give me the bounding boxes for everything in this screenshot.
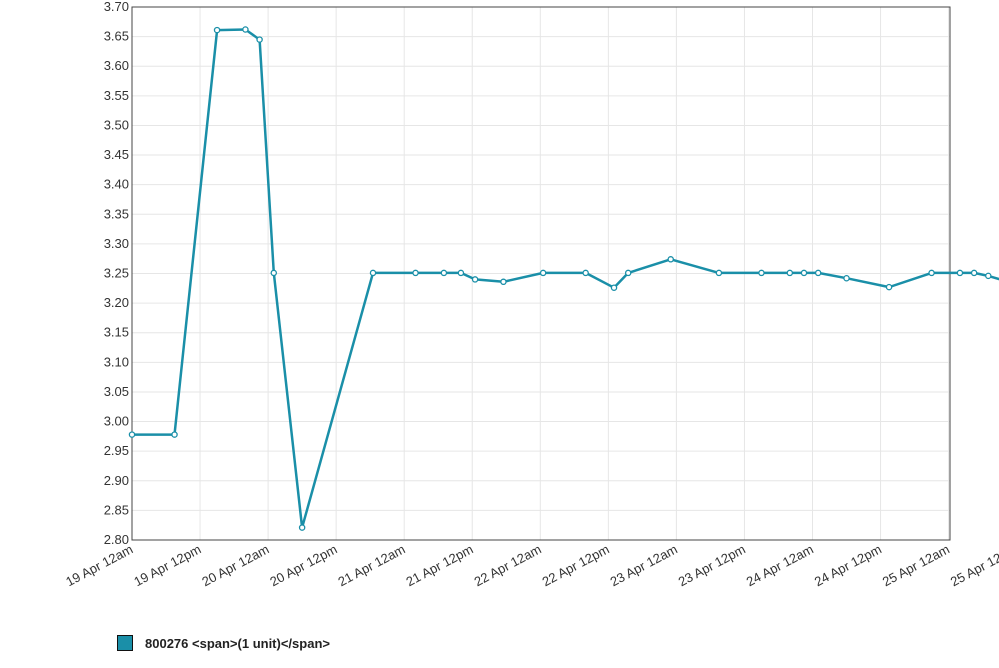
data-point [298, 524, 306, 531]
y-tick-label: 3.60 [104, 58, 129, 73]
data-point [800, 269, 808, 277]
x-tick-label: 19 Apr 12am [63, 541, 135, 589]
x-tick-label: 22 Apr 12am [472, 541, 544, 589]
data-point [970, 269, 978, 277]
grid [131, 6, 950, 541]
y-tick-label: 3.65 [104, 29, 129, 44]
data-point [985, 272, 992, 280]
data-point [715, 269, 723, 277]
x-tick-label: 21 Apr 12am [335, 541, 407, 589]
legend: 800276 <span>(1 unit)</span> [117, 635, 330, 651]
data-point [242, 26, 249, 33]
data-point [256, 36, 263, 43]
x-tick-label: 25 Apr 12am [880, 541, 952, 589]
data-point [956, 269, 964, 277]
data-point [786, 269, 794, 277]
y-tick-label: 2.85 [104, 502, 129, 517]
y-tick-label: 2.90 [104, 473, 129, 488]
y-tick-label: 3.10 [104, 354, 129, 369]
data-point [624, 269, 632, 277]
data-point [457, 269, 465, 277]
x-tick-label: 20 Apr 12pm [267, 541, 339, 589]
y-tick-label: 3.70 [104, 0, 129, 14]
series [128, 26, 999, 531]
x-tick-label: 25 Apr 12pm [948, 541, 999, 589]
axes: 2.80 2.85 2.90 2.95 3.00 3.05 3.10 3.15 3.20 3.25… [63, 0, 999, 589]
data-point [369, 269, 377, 277]
data-point [500, 278, 507, 286]
x-tick-label: 21 Apr 12pm [404, 541, 476, 589]
data-point [412, 269, 419, 277]
x-tick-label: 20 Apr 12am [199, 541, 271, 589]
x-tick-label: 24 Apr 12am [744, 541, 816, 589]
y-tick-label: 3.45 [104, 147, 129, 162]
legend-label: 800276 <span>(1 unit)</span> [145, 635, 330, 651]
x-tick-label: 23 Apr 12pm [676, 541, 748, 589]
y-tick-label: 3.55 [104, 88, 129, 103]
x-tick-label: 22 Apr 12pm [540, 541, 612, 589]
data-point [471, 276, 479, 283]
data-point [539, 269, 547, 277]
data-point [667, 256, 674, 263]
y-tick-label: 2.95 [104, 443, 129, 458]
y-tick-label: 3.00 [104, 414, 129, 429]
series-line [132, 28, 999, 529]
data-point [928, 269, 935, 277]
x-tick-label: 23 Apr 12am [608, 541, 680, 589]
data-point [814, 269, 822, 277]
y-tick-label: 2.80 [104, 532, 129, 547]
data-point [582, 269, 589, 277]
data-point [171, 431, 178, 438]
data-point [440, 269, 448, 277]
data-point [270, 269, 278, 277]
y-tick-label: 3.25 [104, 266, 129, 281]
data-point [758, 269, 765, 277]
data-point [610, 284, 618, 291]
y-tick-label: 3.35 [104, 206, 129, 221]
data-point [885, 283, 893, 291]
data-point [843, 274, 850, 282]
y-tick-label: 3.05 [104, 384, 129, 399]
data-point [128, 431, 136, 438]
y-tick-label: 3.30 [104, 236, 129, 251]
x-tick-label: 19 Apr 12pm [131, 541, 203, 589]
y-tick-label: 3.40 [104, 177, 129, 192]
x-tick-label: 24 Apr 12pm [812, 541, 884, 589]
y-tick-label: 3.20 [104, 295, 129, 310]
legend-swatch [117, 635, 133, 651]
data-point [213, 26, 221, 34]
y-tick-label: 3.50 [104, 117, 129, 132]
y-tick-label: 3.15 [104, 325, 129, 340]
